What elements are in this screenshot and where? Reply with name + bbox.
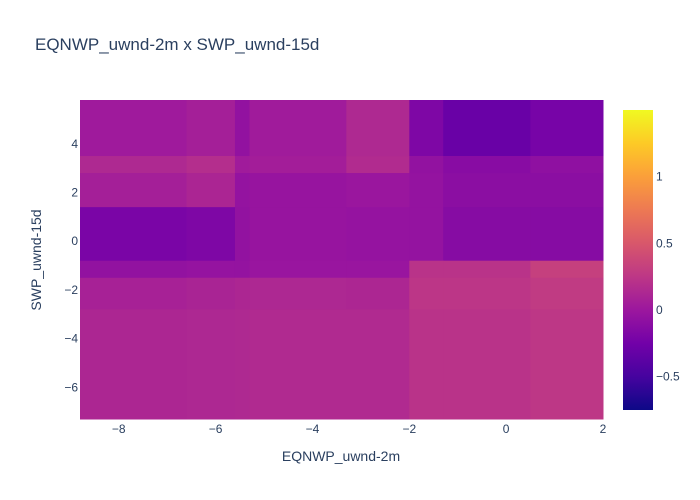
heatmap-cell xyxy=(346,100,410,157)
heatmap-cell xyxy=(409,207,444,262)
heatmap-cell xyxy=(80,260,188,279)
heatmap-cell xyxy=(249,309,347,420)
heatmap-cell xyxy=(346,173,410,208)
heatmap-cell xyxy=(409,100,444,157)
x-tick-label: −2 xyxy=(402,422,416,436)
heatmap-cell xyxy=(346,309,410,420)
y-tick-label: 4 xyxy=(71,137,78,151)
heatmap-cell xyxy=(80,100,188,157)
heatmap-cell xyxy=(409,309,444,420)
heatmap-cell xyxy=(409,260,444,279)
colorbar-tick-label: 1 xyxy=(656,170,663,184)
heatmap-cell xyxy=(443,277,531,310)
heatmap-cell xyxy=(409,277,444,310)
y-tick-label: −6 xyxy=(64,380,78,394)
y-tick-label: 0 xyxy=(71,234,78,248)
heatmap-cell xyxy=(80,156,188,174)
heatmap-cell xyxy=(80,309,188,420)
heatmap-cell xyxy=(346,260,410,279)
heatmap-cell xyxy=(530,156,604,174)
heatmap-cell xyxy=(530,207,604,262)
heatmap-cell xyxy=(234,173,250,208)
x-tick-label: −8 xyxy=(112,422,126,436)
heatmap-cell xyxy=(530,309,604,420)
y-axis-ticks: −6 −4 −2 0 2 4 xyxy=(64,137,78,395)
x-tick-label: −4 xyxy=(306,422,320,436)
heatmap-cell xyxy=(409,156,444,174)
heatmap-cell xyxy=(186,309,236,420)
heatmap-cell xyxy=(443,173,531,208)
heatmap-cells xyxy=(80,100,604,420)
heatmap-cell xyxy=(249,277,347,310)
heatmap-cell xyxy=(234,100,250,157)
heatmap-cell xyxy=(186,100,236,157)
x-tick-label: −6 xyxy=(209,422,223,436)
heatmap-cell xyxy=(346,207,410,262)
heatmap-cell xyxy=(443,100,531,157)
colorbar-ticks: −0.5 0 0.5 1 xyxy=(656,170,680,384)
heatmap-cell xyxy=(346,156,410,174)
heatmap-cell xyxy=(234,309,250,420)
heatmap-cell xyxy=(80,207,188,262)
heatmap-cell xyxy=(443,207,531,262)
y-tick-label: 2 xyxy=(71,186,78,200)
heatmap-cell xyxy=(234,156,250,174)
heatmap-cell xyxy=(409,173,444,208)
heatmap-cell xyxy=(530,277,604,310)
colorbar-tick-label: 0 xyxy=(656,303,663,317)
x-axis-ticks: −8 −6 −4 −2 0 2 xyxy=(112,422,607,436)
heatmap-cell xyxy=(234,260,250,279)
y-axis-title: SWP_uwnd-15d xyxy=(28,209,44,310)
heatmap-cell xyxy=(234,207,250,262)
heatmap-cell xyxy=(443,260,531,279)
heatmap-cell xyxy=(249,173,347,208)
heatmap-cell xyxy=(186,156,236,174)
colorbar xyxy=(623,110,653,410)
heatmap-cell xyxy=(234,277,250,310)
heatmap-cell xyxy=(249,207,347,262)
heatmap-cell xyxy=(80,173,188,208)
heatmap-cell xyxy=(443,156,531,174)
heatmap-cell xyxy=(186,277,236,310)
heatmap-cell xyxy=(346,277,410,310)
x-tick-label: 2 xyxy=(600,422,607,436)
heatmap-cell xyxy=(186,260,236,279)
colorbar-tick-label: 0.5 xyxy=(656,236,673,250)
heatmap-cell xyxy=(249,100,347,157)
colorbar-tick-label: −0.5 xyxy=(656,370,680,384)
heatmap-cell xyxy=(249,156,347,174)
heatmap-cell xyxy=(530,260,604,279)
y-tick-label: −2 xyxy=(64,283,78,297)
heatmap-cell xyxy=(186,207,236,262)
heatmap-cell xyxy=(530,173,604,208)
x-tick-label: 0 xyxy=(503,422,510,436)
heatmap-cell xyxy=(80,277,188,310)
x-axis-title: EQNWP_uwnd-2m xyxy=(282,448,400,464)
heatmap-cell xyxy=(186,173,236,208)
heatmap-cell xyxy=(530,100,604,157)
y-tick-label: −4 xyxy=(64,332,78,346)
chart-title: EQNWP_uwnd-2m x SWP_uwnd-15d xyxy=(35,35,319,54)
heatmap-cell xyxy=(249,260,347,279)
heatmap-cell xyxy=(443,309,531,420)
